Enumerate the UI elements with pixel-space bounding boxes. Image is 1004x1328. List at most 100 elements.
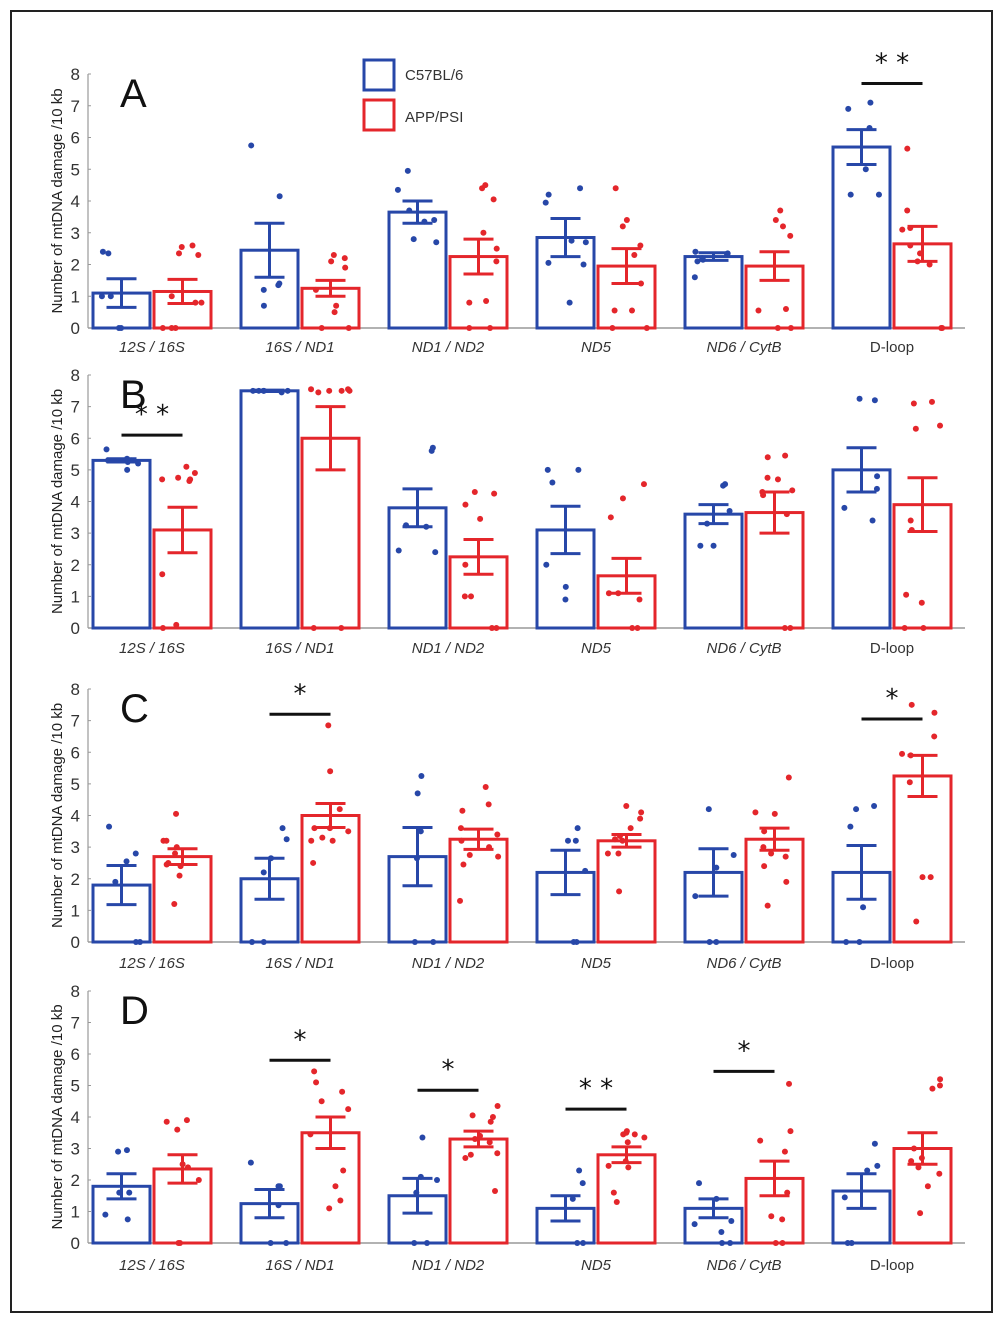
y-tick-label: 5 — [71, 1077, 80, 1096]
data-point — [276, 193, 283, 200]
data-point — [494, 1150, 501, 1157]
data-point — [124, 1216, 131, 1223]
y-tick-label: 8 — [71, 366, 80, 385]
data-point — [755, 307, 762, 314]
data-point — [927, 874, 934, 881]
data-point — [641, 1134, 648, 1141]
data-point — [172, 325, 179, 331]
bar — [91, 458, 152, 630]
data-point — [781, 625, 788, 631]
data-point — [572, 837, 579, 844]
data-point — [486, 1139, 493, 1146]
data-point — [873, 485, 880, 492]
data-point — [908, 701, 915, 708]
data-point — [112, 878, 119, 885]
y-axis-label: Number of mtDNA damage /10 kb — [49, 703, 66, 928]
data-point — [331, 309, 338, 316]
data-point — [631, 1131, 638, 1138]
bar — [300, 814, 361, 944]
data-point — [178, 244, 185, 251]
data-point — [545, 191, 552, 198]
y-tick-label: 0 — [71, 619, 80, 638]
data-point — [637, 815, 644, 822]
data-point — [904, 207, 911, 214]
data-point — [730, 852, 737, 859]
data-point — [771, 810, 778, 817]
data-point — [580, 1240, 587, 1246]
data-point — [411, 939, 418, 945]
data-point — [283, 836, 290, 843]
data-point — [159, 625, 166, 631]
data-point — [562, 596, 569, 603]
data-point — [692, 893, 699, 900]
data-point — [726, 507, 733, 514]
data-point — [462, 501, 469, 508]
x-tick-label: 12S / 16S — [119, 640, 185, 657]
data-point — [862, 166, 869, 173]
y-tick-label: 1 — [71, 287, 80, 306]
data-point — [605, 590, 612, 597]
data-point — [782, 853, 789, 860]
data-point — [918, 599, 925, 606]
bar — [683, 512, 744, 630]
data-point — [279, 825, 286, 832]
data-point — [124, 466, 131, 473]
data-point — [410, 236, 417, 243]
data-point — [98, 293, 105, 300]
data-point — [159, 325, 166, 331]
data-point — [341, 255, 348, 262]
data-point — [430, 939, 437, 945]
data-point — [784, 1189, 791, 1196]
data-point — [471, 1136, 478, 1143]
data-point — [901, 625, 908, 631]
data-point — [579, 1180, 586, 1187]
data-point — [906, 779, 913, 786]
data-point — [562, 583, 569, 590]
x-tick-label: 12S / 16S — [119, 339, 185, 356]
data-point — [623, 803, 630, 810]
data-point — [764, 902, 771, 909]
y-tick-label: 6 — [71, 129, 80, 148]
data-point — [779, 1240, 786, 1246]
data-point — [115, 1148, 122, 1155]
y-tick-label: 7 — [71, 398, 80, 417]
panel-a: 0 1 2 3 4 5 6 7 8 Number of mtDNA damage /10 kb A 1… — [49, 49, 965, 356]
data-point — [623, 1128, 630, 1135]
data-point — [431, 217, 438, 224]
y-tick-label: 3 — [71, 224, 80, 243]
y-tick-label: 5 — [71, 775, 80, 794]
significance-label: * — [294, 1025, 307, 1055]
data-point — [705, 806, 712, 813]
data-point — [915, 1164, 922, 1171]
data-point — [856, 395, 863, 402]
data-point — [494, 831, 501, 838]
data-point — [841, 1194, 848, 1201]
data-point — [328, 258, 335, 265]
y-axis-label: Number of mtDNA damage /10 kb — [49, 88, 66, 313]
data-point — [406, 207, 413, 214]
bar — [831, 145, 892, 330]
data-point — [485, 801, 492, 808]
data-point — [183, 463, 190, 470]
y-tick-label: 1 — [71, 587, 80, 606]
data-point — [845, 105, 852, 112]
data-point — [787, 232, 794, 239]
data-point — [628, 307, 635, 314]
data-point — [319, 834, 326, 841]
data-point — [899, 750, 906, 757]
y-tick-label: 7 — [71, 1014, 80, 1033]
data-point — [483, 298, 490, 305]
y-tick-label: 3 — [71, 838, 80, 857]
data-point — [779, 1216, 786, 1223]
y-tick-label: 6 — [71, 1045, 80, 1064]
data-point — [772, 1240, 779, 1246]
data-point — [713, 939, 720, 945]
data-point — [327, 768, 334, 775]
data-point — [418, 772, 425, 779]
data-point — [466, 299, 473, 306]
data-point — [284, 387, 291, 394]
x-tick-label: 16S / ND1 — [265, 339, 334, 356]
data-point — [722, 481, 729, 488]
data-point — [568, 237, 575, 244]
y-tick-label: 2 — [71, 870, 80, 889]
